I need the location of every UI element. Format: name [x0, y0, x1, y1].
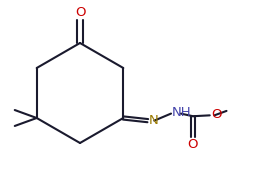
- Text: O: O: [211, 109, 221, 121]
- Text: N: N: [149, 114, 159, 127]
- Text: O: O: [75, 6, 85, 19]
- Text: O: O: [188, 138, 198, 151]
- Text: NH: NH: [172, 106, 191, 119]
